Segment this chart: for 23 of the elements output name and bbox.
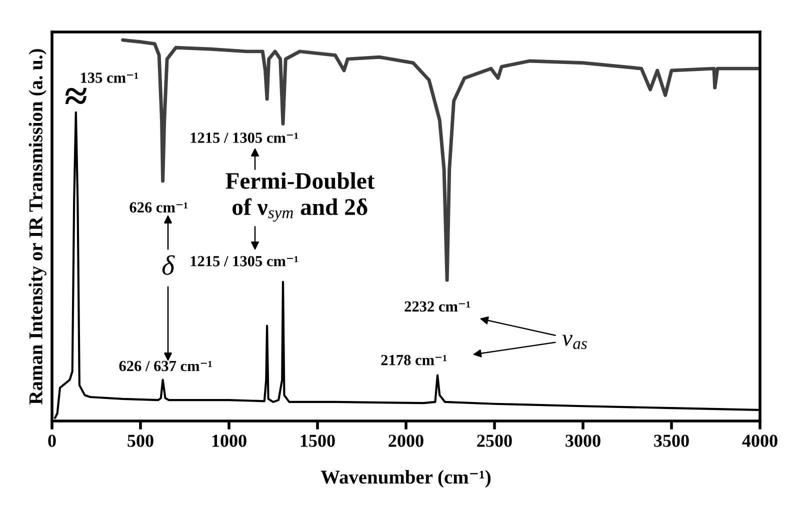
annotation: 2232 cm⁻¹ xyxy=(404,301,470,312)
annotation: of ν$_{sym}$ and 2δ xyxy=(232,198,368,222)
x-tick-label: 500 xyxy=(128,434,154,447)
annotation: 626 cm⁻¹ xyxy=(130,202,188,213)
annotation: 1215 / 1305 cm⁻¹ xyxy=(190,256,298,266)
x-tick-label: 0 xyxy=(48,434,56,447)
annotation: δ xyxy=(162,255,175,275)
x-tick-label: 4000 xyxy=(742,434,778,447)
x-tick-label: 3000 xyxy=(566,434,600,447)
x-tick-label: 1500 xyxy=(300,434,335,447)
annotation: 626 / 637 cm⁻¹ xyxy=(119,360,212,372)
annotation: 1215 / 1305 cm⁻¹ xyxy=(190,132,298,143)
x-tick-label: 3500 xyxy=(654,434,689,447)
x-tick-label: 2000 xyxy=(388,434,424,447)
annotation: 135 cm⁻¹ xyxy=(81,72,138,83)
x-axis-title: Wavenumber (cm⁻¹) xyxy=(320,470,491,488)
annotation: ≈ xyxy=(65,88,87,104)
y-axis-title: Raman Intensity or IR Transmission (a. u.) xyxy=(28,49,46,404)
annotation: Fermi-Doublet xyxy=(226,172,375,189)
annotation: ν$_{as}$ xyxy=(562,334,587,350)
annotation: 2178 cm⁻¹ xyxy=(381,354,447,366)
x-tick-label: 1000 xyxy=(212,434,246,447)
x-tick-label: 2500 xyxy=(477,434,512,447)
